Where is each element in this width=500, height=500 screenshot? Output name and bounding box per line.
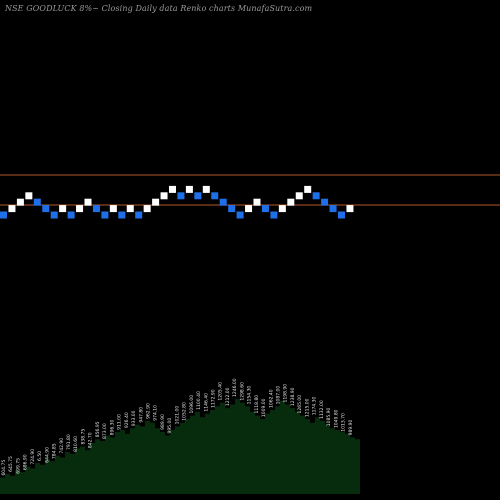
renko-brick-up <box>295 192 303 200</box>
renko-brick-down <box>194 192 202 200</box>
renko-bricks <box>0 185 354 219</box>
renko-brick-up <box>278 205 286 213</box>
volume-label: 1052.80 <box>182 402 188 421</box>
volume-label: 1100.40 <box>196 391 202 410</box>
renko-brick-up <box>185 185 193 193</box>
renko-brick-up <box>109 205 117 213</box>
renko-brick-up <box>59 205 67 213</box>
renko-brick-down <box>228 205 236 213</box>
volume-label: 911.00 <box>117 414 123 430</box>
volume-label: 974.10 <box>153 405 159 421</box>
renko-brick-down <box>50 211 58 219</box>
volume-label: 724.90 <box>30 449 36 465</box>
renko-brick-down <box>33 198 41 206</box>
volume-label: 962.90 <box>145 403 151 419</box>
volume-labels: 604.75 645.75 699.75 686.90 724.90 6.50 644.90… <box>1 378 354 475</box>
renko-brick-up <box>126 205 134 213</box>
volume-label: 1198.90 <box>283 384 289 403</box>
volume-label: 926.40 <box>124 412 130 428</box>
volume-label: 1062.40 <box>268 389 274 408</box>
volume-label: 995.00 <box>167 418 173 434</box>
renko-brick-down <box>236 211 244 219</box>
renko-brick-down <box>270 211 278 219</box>
renko-brick-down <box>329 205 337 213</box>
volume-label: 644.90 <box>44 447 50 463</box>
volume-label: 604.75 <box>1 460 7 476</box>
renko-brick-up <box>16 198 24 206</box>
renko-brick-up <box>160 192 168 200</box>
renko-brick-down <box>261 205 269 213</box>
volume-area <box>0 399 360 494</box>
renko-brick-up <box>287 198 295 206</box>
volume-label: 791.80 <box>66 434 72 450</box>
volume-label: 856.95 <box>95 421 101 437</box>
volume-label: 686.90 <box>23 454 29 470</box>
volume-label: 1096.00 <box>189 395 195 414</box>
renko-brick-down <box>118 211 126 219</box>
volume-label: 1215.00 <box>304 398 310 417</box>
volume-label: 1246.00 <box>232 378 238 397</box>
renko-brick-up <box>346 205 354 213</box>
volume-label: 1238.90 <box>290 387 296 406</box>
renko-brick-down <box>312 192 320 200</box>
volume-label: 1118.80 <box>254 395 260 414</box>
renko-brick-down <box>92 205 100 213</box>
renko-brick-down <box>101 211 109 219</box>
renko-brick-up <box>152 198 160 206</box>
volume-label: 1132.00 <box>319 400 325 419</box>
volume-label: 1085.90 <box>326 407 332 426</box>
volume-label: 1009.00 <box>261 398 267 417</box>
volume-label: 784.85 <box>52 443 58 459</box>
volume-label: 6.50 <box>37 451 43 461</box>
renko-brick-up <box>8 205 16 213</box>
volume-label: 810.60 <box>73 436 79 452</box>
renko-brick-up <box>76 205 84 213</box>
renko-brick-up <box>25 192 33 200</box>
volume-label: 1146.40 <box>203 393 209 412</box>
chart-header: NSE GOODLUCK 8%~ Closing Daily data Renk… <box>5 4 313 13</box>
volume-label: 1172.90 <box>211 389 217 408</box>
volume-label: 838.75 <box>80 429 86 445</box>
renko-brick-up <box>169 185 176 193</box>
volume-label: 645.75 <box>8 456 14 472</box>
volume-label: 1154.30 <box>247 386 253 405</box>
volume-label: 842.70 <box>88 432 94 448</box>
renko-brick-down <box>338 211 345 219</box>
renko-brick-up <box>304 185 312 193</box>
volume-label: 989.90 <box>160 414 166 430</box>
volume-label: 699.75 <box>15 458 21 474</box>
volume-label: 1205.40 <box>218 382 224 401</box>
volume-label: 1087.00 <box>276 386 282 405</box>
volume-label: 1265.00 <box>297 395 303 414</box>
renko-brick-down <box>211 192 219 200</box>
renko-brick-down <box>135 211 143 219</box>
renko-brick-down <box>67 211 75 219</box>
renko-brick-up <box>253 198 261 206</box>
volume-label: 896.30 <box>109 419 115 435</box>
volume-label: 1212.00 <box>225 387 231 406</box>
volume-label: 1021.00 <box>174 406 180 425</box>
renko-brick-down <box>42 205 50 213</box>
volume-label: 1049.80 <box>333 409 339 428</box>
renko-brick-up <box>245 205 253 213</box>
renko-brick-down <box>0 211 7 219</box>
renko-brick-up <box>84 198 92 206</box>
volume-label: 1013.70 <box>341 413 347 432</box>
renko-brick-down <box>219 198 227 206</box>
renko-brick-down <box>177 192 185 200</box>
renko-brick-down <box>321 198 329 206</box>
renko-brick-up <box>202 185 210 193</box>
renko-brick-up <box>143 205 151 213</box>
volume-label: 933.00 <box>131 410 137 426</box>
volume-label: 1174.30 <box>312 397 318 416</box>
volume-label: 1298.60 <box>239 382 245 401</box>
volume-label: 742.90 <box>59 438 65 454</box>
volume-label: 947.80 <box>138 407 144 423</box>
volume-label: 989.90 <box>348 419 354 435</box>
volume-label: 873.00 <box>102 423 108 439</box>
